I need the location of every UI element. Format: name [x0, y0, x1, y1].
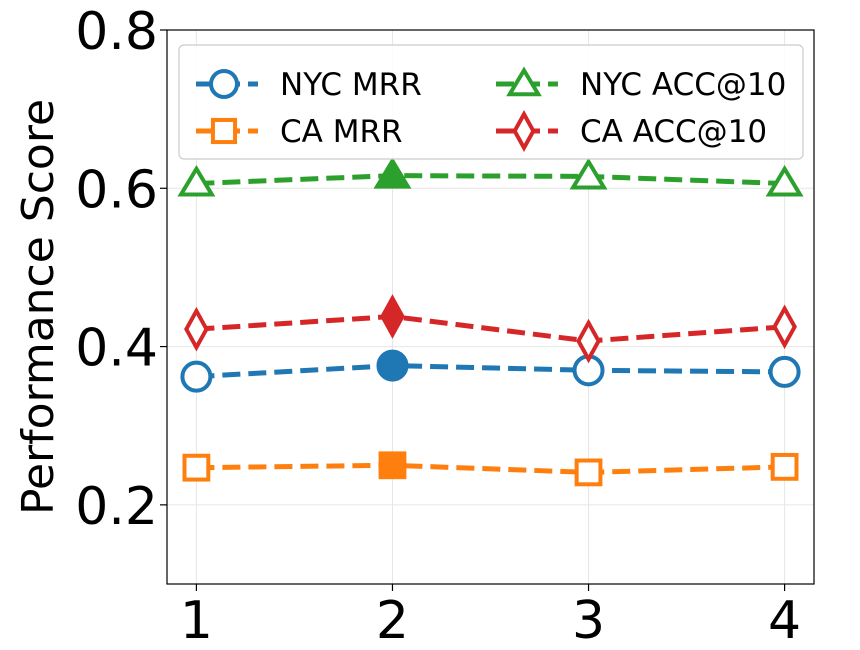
data-point [768, 355, 801, 388]
y-tick-label: 0.6 [75, 160, 158, 220]
y-tick-label: 0.8 [75, 2, 158, 62]
data-point [772, 304, 797, 350]
legend-item: NYC MRR [196, 67, 422, 103]
legend-marker [209, 69, 239, 99]
data-point [765, 164, 804, 197]
x-tick-label: 4 [768, 591, 801, 650]
data-point [373, 157, 412, 189]
x-tick-label: 1 [180, 591, 213, 650]
data-point [569, 157, 608, 190]
legend-item: CA MRR [196, 114, 403, 150]
y-axis-label: Performance Score [13, 99, 64, 515]
legend-marker [506, 66, 542, 97]
data-point [180, 360, 213, 393]
data-point [380, 294, 405, 339]
plot-series [177, 157, 804, 487]
data-point [182, 453, 211, 482]
series-ca-mrr [182, 451, 799, 487]
y-tick-label: 0.2 [75, 477, 158, 537]
data-point [177, 164, 216, 197]
data-point [376, 349, 409, 382]
legend: NYC MRR CA MRR NYC ACC@10 CA ACC@10 [178, 44, 804, 160]
legend-item: CA ACC@10 [496, 109, 767, 153]
legend-box [178, 44, 804, 160]
x-tick-label: 2 [376, 591, 409, 650]
series-nyc-mrr [180, 349, 801, 393]
data-point [378, 451, 407, 480]
series-line [196, 363, 785, 380]
series-ca-acc-10 [184, 294, 797, 364]
y-axis-ticks: 0.2 0.4 0.6 0.8 [75, 2, 167, 537]
legend-label: CA ACC@10 [580, 114, 767, 150]
legend-marker [512, 109, 536, 153]
legend-item: NYC ACC@10 [496, 66, 786, 103]
data-point [574, 458, 603, 487]
legend-label: CA MRR [280, 114, 403, 150]
data-point [184, 306, 209, 352]
series-line [196, 313, 785, 344]
data-point [770, 452, 799, 481]
legend-label: NYC ACC@10 [580, 67, 786, 103]
plot-area-frame [166, 29, 815, 585]
series-nyc-acc-10 [177, 157, 804, 197]
x-axis-ticks: 1 2 3 4 [180, 584, 801, 650]
legend-marker [210, 117, 238, 145]
legend-label: NYC MRR [280, 67, 422, 103]
series-line [196, 173, 785, 187]
data-point [576, 318, 601, 364]
y-tick-label: 0.4 [75, 319, 158, 379]
series-line [196, 462, 785, 475]
x-tick-label: 3 [572, 591, 605, 650]
